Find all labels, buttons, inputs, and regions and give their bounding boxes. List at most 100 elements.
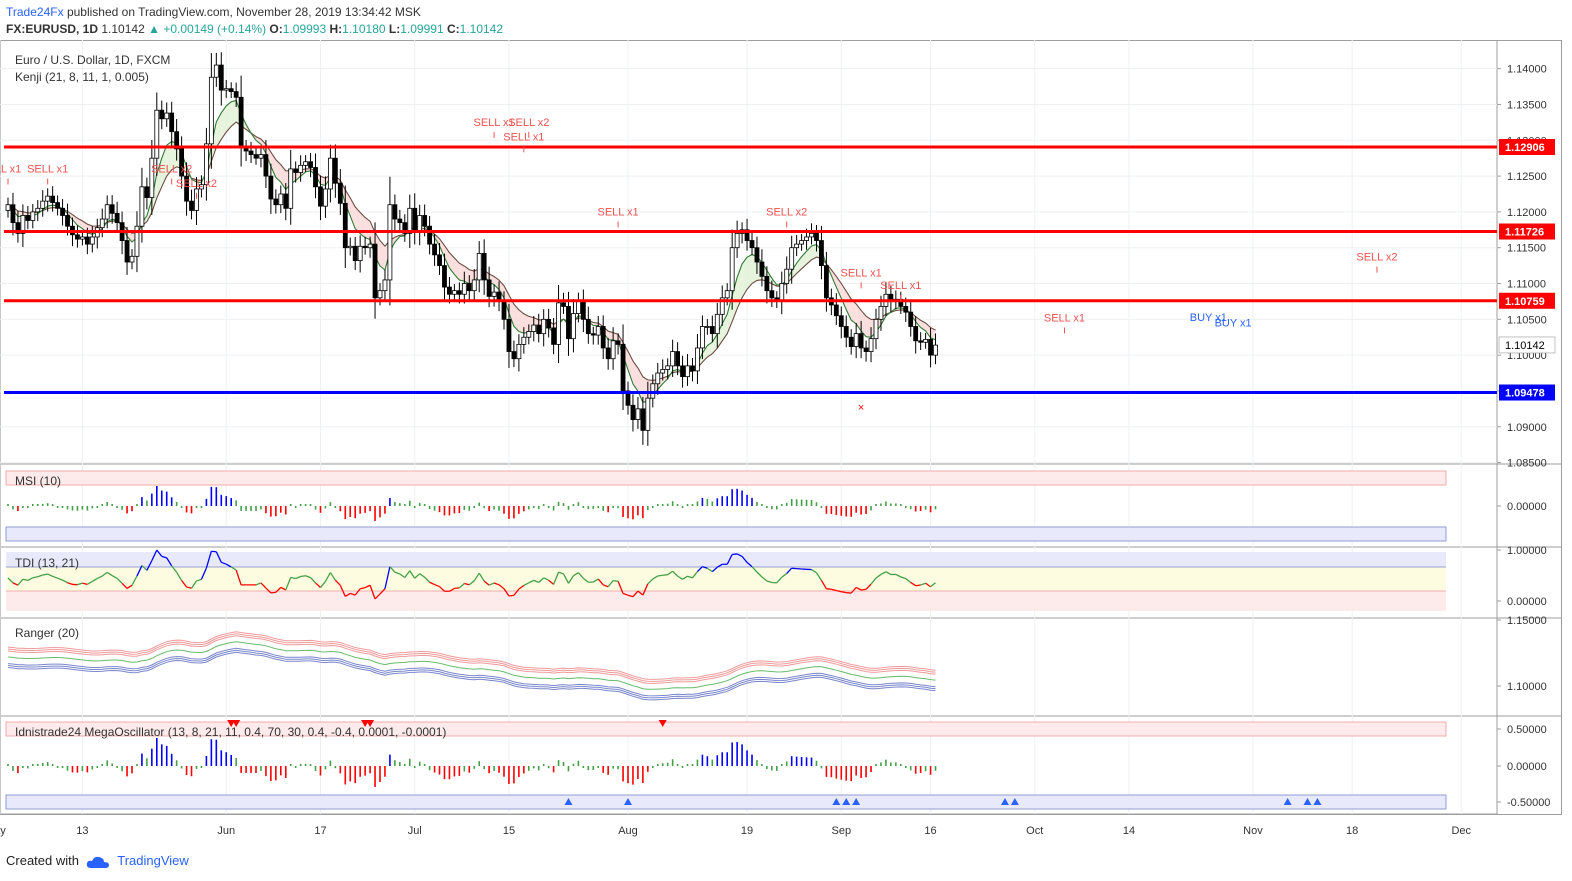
msi-bar bbox=[592, 506, 595, 509]
tdi-line-segment bbox=[295, 575, 301, 580]
tradingview-link[interactable]: TradingView bbox=[117, 853, 189, 868]
candle-up bbox=[471, 279, 477, 292]
tdi-line-segment bbox=[607, 580, 614, 588]
msi-bar bbox=[696, 501, 699, 506]
mo-bar bbox=[225, 752, 228, 766]
mo-bar bbox=[175, 760, 178, 766]
candle-down bbox=[144, 186, 150, 198]
mo-bar bbox=[840, 766, 843, 780]
chart-area[interactable]: ay 13 Jun 17 Jul 15 Aug 19 Sep 16 Oct 14 Nov 18 Dec 1.1… bbox=[0, 40, 1572, 848]
tdi-line-segment bbox=[781, 572, 788, 578]
msi-bar bbox=[126, 506, 128, 514]
tdi-line-segment bbox=[870, 577, 877, 585]
candle-up bbox=[571, 313, 576, 340]
tdi-line-segment bbox=[558, 571, 564, 575]
candle-down bbox=[318, 186, 323, 207]
candle-down bbox=[590, 333, 596, 336]
tdi-line-segment bbox=[186, 586, 192, 589]
tdi-line-segment bbox=[329, 572, 336, 581]
kenji-band-fill bbox=[380, 240, 385, 271]
tdi-line-segment bbox=[196, 578, 202, 582]
mo-buy-marker-icon bbox=[832, 798, 841, 805]
tdi-line-segment bbox=[820, 580, 827, 590]
candle-up bbox=[610, 340, 616, 360]
msi-bar bbox=[96, 506, 99, 508]
mo-bar bbox=[478, 761, 480, 766]
tdi-line-segment bbox=[582, 577, 589, 583]
tdi-line-segment bbox=[508, 594, 514, 597]
candle-down bbox=[293, 168, 299, 173]
msi-bar bbox=[498, 506, 500, 511]
tdi-line-segment bbox=[62, 579, 68, 584]
ranger-upper-band bbox=[7, 633, 936, 682]
mo-bar bbox=[900, 764, 902, 766]
msi-bar bbox=[423, 504, 426, 506]
candle-down bbox=[174, 131, 180, 150]
msi-bar bbox=[934, 506, 937, 510]
msi-bar bbox=[453, 506, 456, 514]
msi-bar bbox=[483, 506, 485, 509]
y-tick-label: 1.12000 bbox=[1507, 207, 1547, 219]
tdi-line-segment bbox=[434, 583, 440, 588]
msi-bar bbox=[771, 506, 773, 510]
msi-bar bbox=[389, 497, 391, 506]
candle-down bbox=[680, 365, 685, 378]
candle-down bbox=[481, 253, 487, 281]
mo-bar bbox=[131, 766, 133, 774]
tdi-line-segment bbox=[131, 575, 138, 586]
msi-bar bbox=[597, 506, 600, 508]
sell-signal-label: SELL x1 bbox=[503, 131, 544, 143]
candle-up bbox=[194, 188, 199, 211]
mo-bar bbox=[592, 766, 595, 771]
tdi-line-segment bbox=[394, 571, 401, 575]
mo-bar bbox=[86, 766, 89, 773]
tdi-line-segment bbox=[677, 575, 683, 580]
mo-bar bbox=[771, 766, 773, 771]
publisher-name[interactable]: Trade24Fx bbox=[6, 5, 64, 19]
msi-bar bbox=[369, 506, 371, 512]
tdi-line-segment bbox=[613, 579, 619, 582]
kenji-band-fill bbox=[151, 173, 157, 213]
candle-down bbox=[690, 365, 695, 372]
kenji-band-fill bbox=[513, 304, 519, 332]
mo-bar bbox=[875, 764, 877, 766]
mo-bar bbox=[190, 766, 193, 777]
sell-signal-label: SELL x1 bbox=[597, 206, 638, 218]
candle-down bbox=[50, 195, 56, 203]
candle-down bbox=[422, 215, 428, 227]
mo-bar bbox=[468, 766, 471, 773]
kenji-band-fill bbox=[831, 269, 837, 288]
mo-bar bbox=[260, 766, 262, 771]
msi-bar bbox=[542, 504, 545, 506]
mo-buy-marker-icon bbox=[1000, 798, 1009, 805]
candle-down bbox=[600, 326, 606, 349]
candle-up bbox=[804, 236, 809, 241]
candle-down bbox=[824, 265, 829, 299]
tdi-line-segment bbox=[454, 587, 460, 590]
candle-down bbox=[313, 167, 318, 188]
mo-bar bbox=[513, 766, 515, 784]
mo-bar bbox=[617, 766, 619, 770]
tdi-line-segment bbox=[691, 571, 698, 579]
candle-down bbox=[15, 222, 21, 234]
msi-bar bbox=[205, 498, 208, 506]
tdi-line-segment bbox=[657, 574, 663, 577]
msi-bar bbox=[805, 499, 808, 506]
msi-bar bbox=[647, 506, 649, 511]
tdi-line-segment bbox=[895, 573, 902, 578]
tdi-line-segment bbox=[389, 566, 396, 573]
candle-down bbox=[392, 204, 398, 220]
kenji-band-fill bbox=[221, 105, 227, 140]
kenji-band-fill bbox=[851, 299, 857, 324]
mo-bar bbox=[924, 766, 927, 772]
msi-bar bbox=[230, 498, 232, 506]
msi-bar bbox=[567, 506, 570, 510]
tdi-line-segment bbox=[483, 580, 490, 586]
tdi-upper-zone bbox=[6, 552, 1446, 567]
mo-bar bbox=[56, 766, 59, 768]
msi-bar bbox=[235, 500, 237, 506]
tdi-line-segment bbox=[350, 592, 356, 596]
msi-bar bbox=[433, 506, 436, 511]
msi-bar bbox=[81, 506, 84, 510]
tdi-line-segment bbox=[200, 567, 207, 580]
